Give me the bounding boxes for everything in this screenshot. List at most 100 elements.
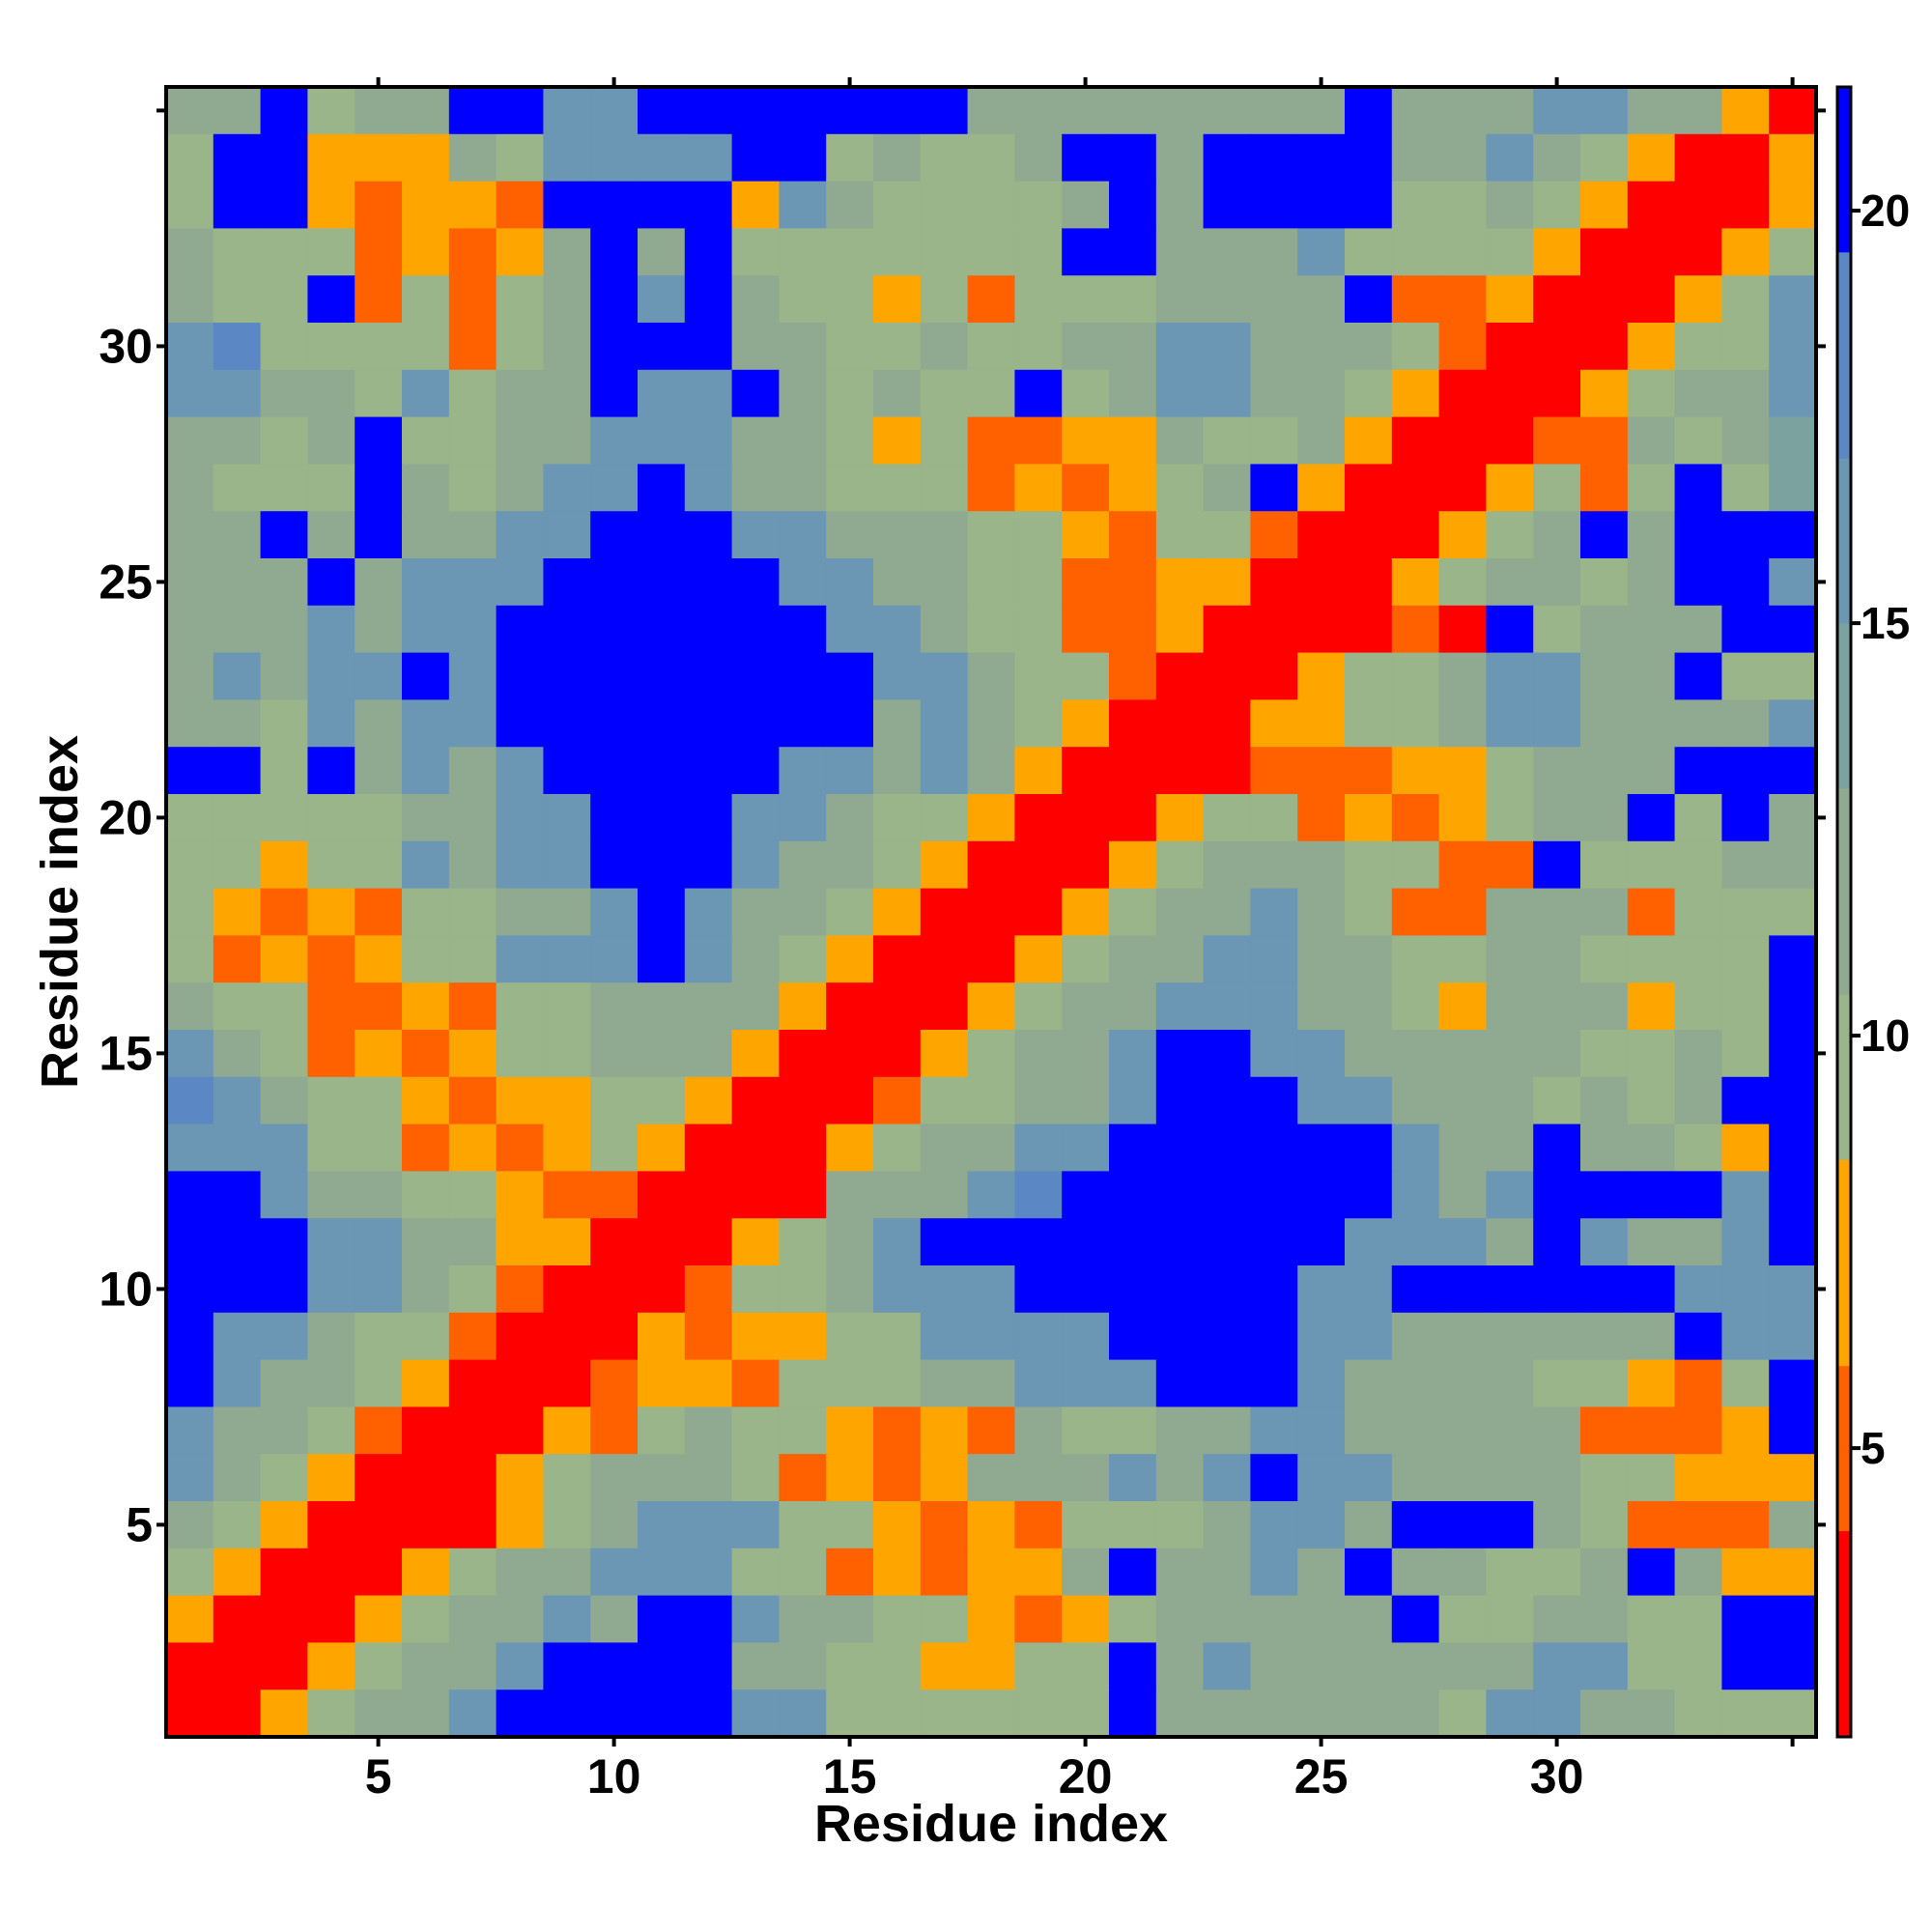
heatmap-cell (1014, 416, 1063, 465)
heatmap-cell (448, 416, 497, 465)
heatmap-cell (1203, 840, 1251, 890)
heatmap-cell (826, 1595, 874, 1643)
heatmap-cell (779, 652, 827, 700)
heatmap-cell (1580, 652, 1629, 700)
heatmap-cell (967, 747, 1015, 795)
heatmap-cell (684, 1123, 733, 1172)
heatmap-cell (1721, 982, 1770, 1031)
heatmap-cell (920, 1218, 969, 1266)
heatmap-cell (638, 228, 686, 276)
heatmap-cell (873, 1359, 922, 1407)
heatmap-cell (1203, 1690, 1251, 1738)
heatmap-cell (967, 794, 1015, 842)
heatmap-cell (1486, 1123, 1534, 1172)
heatmap-cell (1109, 1076, 1157, 1125)
heatmap-cell (402, 558, 450, 607)
heatmap-cell (826, 1123, 874, 1172)
heatmap-cell (1250, 1548, 1298, 1597)
heatmap-cell (1155, 181, 1205, 229)
heatmap-cell (873, 1595, 922, 1643)
heatmap-cell (355, 982, 403, 1031)
heatmap-cell (1297, 558, 1346, 607)
heatmap-cell (1345, 369, 1393, 418)
heatmap-cell (779, 87, 827, 135)
colorbar-segment (1837, 994, 1851, 1160)
heatmap-cell (1297, 888, 1346, 936)
heatmap-cell (684, 935, 733, 983)
heatmap-cell (873, 1076, 922, 1125)
heatmap-cell (543, 87, 591, 135)
heatmap-cell (1345, 888, 1393, 936)
heatmap-cell (448, 558, 497, 607)
heatmap-cell (1203, 699, 1251, 748)
colorbar-segment (1837, 87, 1851, 253)
heatmap-cell (1674, 1690, 1722, 1738)
heatmap-cell (1250, 605, 1298, 654)
heatmap-cell (920, 1030, 969, 1078)
heatmap-cell (1674, 747, 1722, 795)
heatmap-cell (638, 840, 686, 890)
heatmap-cell (166, 558, 214, 607)
heatmap-cell (1674, 1265, 1722, 1314)
heatmap-cell (1627, 794, 1676, 842)
heatmap-cell (1627, 699, 1676, 748)
heatmap-cell (260, 840, 308, 890)
heatmap-cell (1486, 369, 1534, 418)
colorbar-segment (1837, 251, 1851, 459)
heatmap-cell (731, 369, 780, 418)
heatmap-cell (684, 794, 733, 842)
heatmap-cell (590, 1171, 639, 1219)
heatmap-cell (260, 982, 308, 1031)
heatmap-cell (1155, 1030, 1205, 1078)
heatmap-cell (496, 1642, 544, 1690)
heatmap-cell (1391, 982, 1440, 1031)
heatmap-cell (1674, 87, 1722, 135)
heatmap-cell (448, 511, 497, 559)
heatmap-cell (684, 87, 733, 135)
heatmap-cell (213, 511, 262, 559)
heatmap-cell (496, 1690, 544, 1738)
heatmap-cell (448, 888, 497, 936)
heatmap-cell (1155, 87, 1205, 135)
heatmap-cell (1345, 133, 1393, 183)
heatmap-cell (1297, 416, 1346, 465)
heatmap-cell (1580, 323, 1629, 371)
heatmap-cell (684, 1076, 733, 1125)
heatmap-cell (779, 1265, 827, 1314)
heatmap-cell (638, 1030, 686, 1078)
heatmap-cell (1721, 794, 1770, 842)
heatmap-cell (355, 840, 403, 890)
heatmap-cell (1391, 1359, 1440, 1407)
heatmap-cell (166, 511, 214, 559)
heatmap-cell (779, 1218, 827, 1266)
heatmap-cell (1721, 1454, 1770, 1502)
heatmap-cell (1345, 840, 1393, 890)
heatmap-cell (1345, 1265, 1393, 1314)
heatmap-cell (967, 87, 1015, 135)
heatmap-cell (967, 1171, 1015, 1219)
heatmap-cell (779, 840, 827, 890)
heatmap-cell (1674, 1123, 1722, 1172)
heatmap-cell (355, 133, 403, 183)
heatmap-cell (826, 1265, 874, 1314)
heatmap-cell (920, 1123, 969, 1172)
heatmap-cell (1580, 1454, 1629, 1502)
heatmap-cell (873, 1312, 922, 1361)
heatmap-cell (1438, 1171, 1487, 1219)
heatmap-cell (1109, 1171, 1157, 1219)
heatmap-cell (590, 416, 639, 465)
heatmap-cell (213, 1406, 262, 1455)
heatmap-cell (1486, 1595, 1534, 1643)
heatmap-cell (1155, 652, 1205, 700)
heatmap-cell (1250, 794, 1298, 842)
heatmap-cell (1438, 511, 1487, 559)
heatmap-cell (1345, 794, 1393, 842)
heatmap-cell (213, 1690, 262, 1738)
heatmap-cell (1109, 511, 1157, 559)
heatmap-cell (1203, 1265, 1251, 1314)
heatmap-cell (1438, 323, 1487, 371)
heatmap-cell (1014, 794, 1063, 842)
heatmap-cell (1721, 416, 1770, 465)
heatmap-cell (590, 464, 639, 512)
heatmap-cell (1438, 416, 1487, 465)
